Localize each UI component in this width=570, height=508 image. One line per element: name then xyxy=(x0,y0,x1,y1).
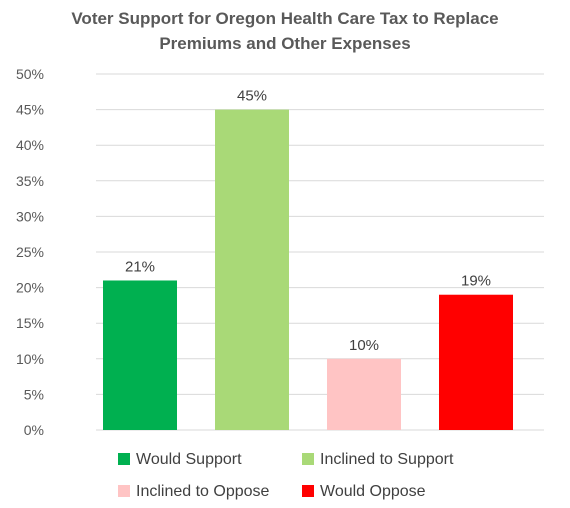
chart-title-line-2: Premiums and Other Expenses xyxy=(159,34,411,53)
chart-title: Voter Support for Oregon Health Care Tax… xyxy=(0,6,570,56)
legend-entry: Inclined to Support xyxy=(302,451,454,468)
data-label: 10% xyxy=(349,337,379,354)
bar-inclined-to-support xyxy=(215,109,289,430)
legend-swatch xyxy=(118,485,130,497)
legend-swatch xyxy=(302,485,314,497)
legend-entry: Would Oppose xyxy=(302,483,426,500)
y-tick-label: 40% xyxy=(16,137,44,153)
bar-would-oppose xyxy=(439,294,513,430)
y-tick-label: 20% xyxy=(16,280,44,296)
data-label: 21% xyxy=(125,258,155,275)
y-tick-label: 45% xyxy=(16,102,44,118)
chart-title-line-1: Voter Support for Oregon Health Care Tax… xyxy=(71,9,499,28)
y-tick-label: 50% xyxy=(16,66,44,82)
legend-swatch xyxy=(302,453,314,465)
legend: Would Support Inclined to Support Inclined… xyxy=(118,451,454,500)
legend-label: Would Support xyxy=(136,451,242,468)
y-tick-label: 0% xyxy=(24,422,44,438)
legend-entry: Would Support xyxy=(118,451,242,468)
data-label: 45% xyxy=(237,88,267,105)
y-tick-label: 15% xyxy=(16,315,44,331)
y-tick-label: 5% xyxy=(24,386,44,402)
bars xyxy=(103,109,513,430)
y-axis: 0% 5% 10% 15% 20% 25% 30% 35% 40% 45% 50% xyxy=(16,66,44,438)
data-label: 19% xyxy=(461,273,491,290)
y-tick-label: 10% xyxy=(16,351,44,367)
y-tick-label: 35% xyxy=(16,173,44,189)
legend-entry: Inclined to Oppose xyxy=(118,483,270,500)
bar-inclined-to-oppose xyxy=(327,358,401,430)
y-tick-label: 30% xyxy=(16,208,44,224)
data-labels: 21% 45% 10% 19% xyxy=(125,88,491,354)
bar-would-support xyxy=(103,280,177,430)
legend-swatch xyxy=(118,453,130,465)
y-tick-label: 25% xyxy=(16,244,44,260)
legend-label: Inclined to Support xyxy=(320,451,454,468)
legend-label: Inclined to Oppose xyxy=(136,483,270,500)
legend-label: Would Oppose xyxy=(320,483,426,500)
